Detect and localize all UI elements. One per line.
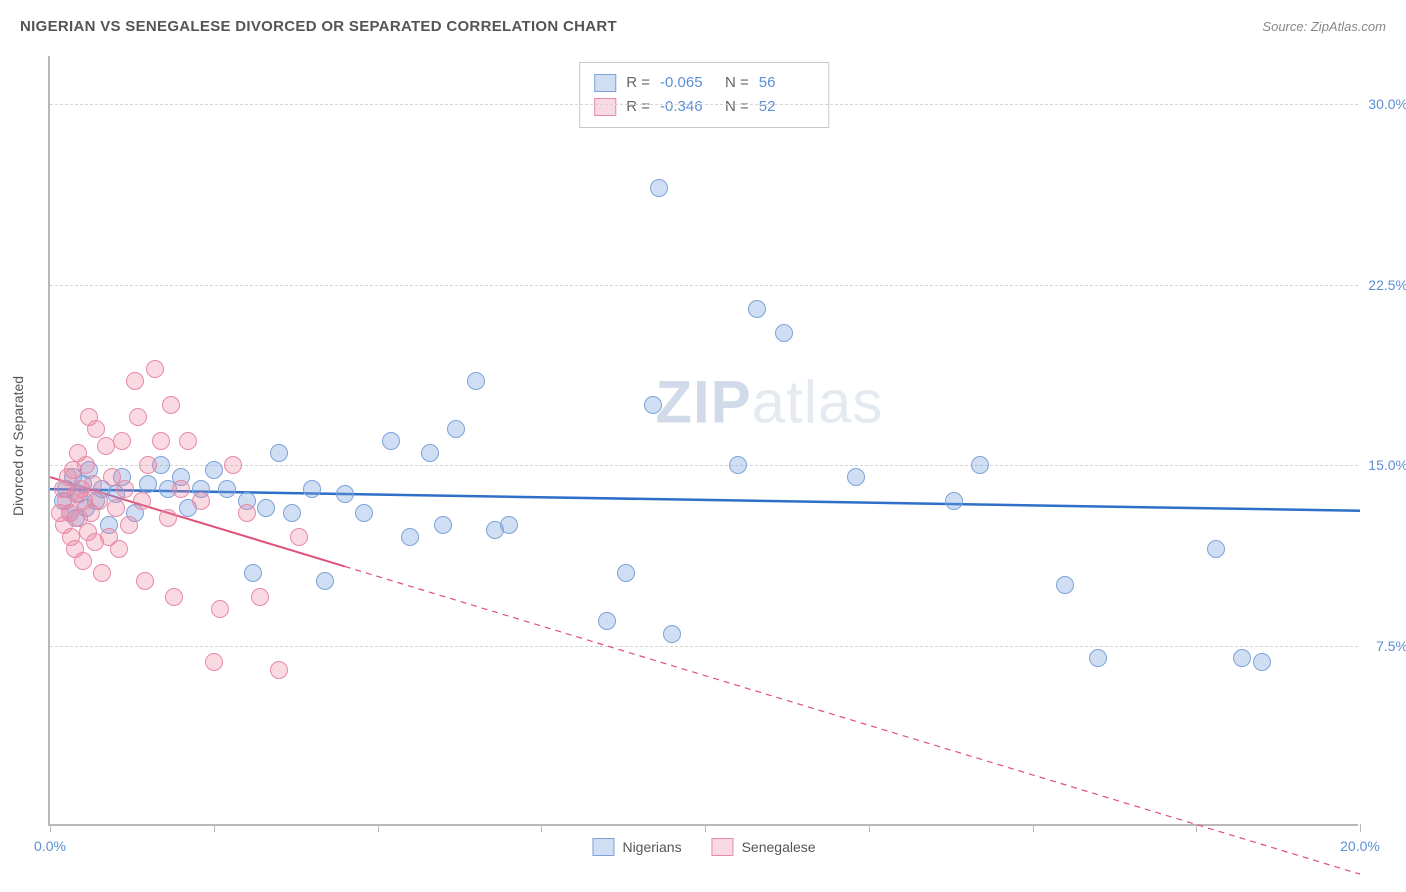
scatter-point xyxy=(244,564,262,582)
source-attribution: Source: ZipAtlas.com xyxy=(1262,19,1386,34)
scatter-point xyxy=(355,504,373,522)
scatter-point xyxy=(97,437,115,455)
scatter-point xyxy=(257,499,275,517)
scatter-point xyxy=(136,572,154,590)
x-tick xyxy=(1360,824,1361,832)
scatter-point xyxy=(107,499,125,517)
scatter-point xyxy=(165,588,183,606)
scatter-point xyxy=(270,661,288,679)
scatter-point xyxy=(971,456,989,474)
scatter-point xyxy=(748,300,766,318)
scatter-point xyxy=(84,475,102,493)
scatter-point xyxy=(467,372,485,390)
scatter-point xyxy=(87,420,105,438)
scatter-point xyxy=(205,461,223,479)
scatter-point xyxy=(775,324,793,342)
scatter-point xyxy=(401,528,419,546)
scatter-point xyxy=(159,509,177,527)
scatter-point xyxy=(116,480,134,498)
scatter-point xyxy=(192,492,210,510)
trend-lines-layer xyxy=(50,56,1360,826)
scatter-point xyxy=(847,468,865,486)
scatter-point xyxy=(1233,649,1251,667)
scatter-point xyxy=(336,485,354,503)
scatter-point xyxy=(126,372,144,390)
scatter-point xyxy=(663,625,681,643)
legend-item: Nigerians xyxy=(592,838,681,856)
source-prefix: Source: xyxy=(1262,19,1307,34)
scatter-point xyxy=(316,572,334,590)
scatter-point xyxy=(238,504,256,522)
scatter-point xyxy=(1253,653,1271,671)
scatter-point xyxy=(1056,576,1074,594)
scatter-point xyxy=(139,456,157,474)
y-axis-label: Divorced or Separated xyxy=(10,376,26,516)
legend-label: Senegalese xyxy=(742,839,816,855)
scatter-point xyxy=(644,396,662,414)
scatter-point xyxy=(251,588,269,606)
scatter-point xyxy=(179,432,197,450)
scatter-point xyxy=(650,179,668,197)
legend-label: Nigerians xyxy=(622,839,681,855)
source-name: ZipAtlas.com xyxy=(1311,19,1386,34)
scatter-point xyxy=(598,612,616,630)
scatter-point xyxy=(211,600,229,618)
scatter-point xyxy=(421,444,439,462)
scatter-point xyxy=(120,516,138,534)
scatter-point xyxy=(146,360,164,378)
x-tick-label: 0.0% xyxy=(34,838,66,854)
scatter-point xyxy=(110,540,128,558)
scatter-point xyxy=(447,420,465,438)
scatter-point xyxy=(434,516,452,534)
scatter-point xyxy=(617,564,635,582)
scatter-point xyxy=(74,552,92,570)
scatter-point xyxy=(382,432,400,450)
scatter-plot-area: ZIPatlas R =-0.065N =56R =-0.346N =52 Ni… xyxy=(48,56,1358,826)
scatter-point xyxy=(129,408,147,426)
scatter-point xyxy=(77,456,95,474)
series-legend: Nigerians Senegalese xyxy=(592,838,815,856)
scatter-point xyxy=(93,564,111,582)
chart-title: NIGERIAN VS SENEGALESE DIVORCED OR SEPAR… xyxy=(20,18,617,35)
scatter-point xyxy=(152,432,170,450)
scatter-point xyxy=(729,456,747,474)
legend-swatch xyxy=(592,838,614,856)
trend-line-dashed xyxy=(345,566,1360,874)
scatter-point xyxy=(303,480,321,498)
scatter-point xyxy=(945,492,963,510)
scatter-point xyxy=(1089,649,1107,667)
scatter-point xyxy=(113,432,131,450)
scatter-point xyxy=(500,516,518,534)
chart-header: NIGERIAN VS SENEGALESE DIVORCED OR SEPAR… xyxy=(20,18,1386,35)
x-tick-label: 20.0% xyxy=(1340,838,1380,854)
legend-swatch xyxy=(712,838,734,856)
scatter-point xyxy=(224,456,242,474)
scatter-point xyxy=(133,492,151,510)
scatter-point xyxy=(218,480,236,498)
scatter-point xyxy=(270,444,288,462)
scatter-point xyxy=(90,492,108,510)
scatter-point xyxy=(172,480,190,498)
scatter-point xyxy=(139,475,157,493)
legend-item: Senegalese xyxy=(712,838,816,856)
scatter-point xyxy=(290,528,308,546)
scatter-point xyxy=(283,504,301,522)
scatter-point xyxy=(1207,540,1225,558)
scatter-point xyxy=(205,653,223,671)
scatter-point xyxy=(162,396,180,414)
